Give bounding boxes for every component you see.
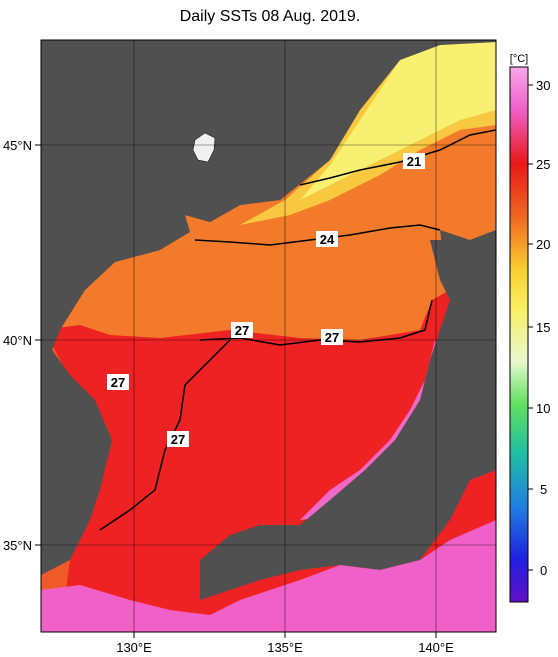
colorbar-label-10: 10 xyxy=(536,401,550,416)
contour-label-27-c: 27 xyxy=(107,374,129,390)
sea-light-yellow xyxy=(300,42,496,200)
korea-land xyxy=(41,200,190,575)
svg-text:24: 24 xyxy=(320,232,335,247)
sea-pink-south xyxy=(41,520,496,632)
lon-label-130: 130°E xyxy=(116,640,152,655)
colorbar-label-15: 15 xyxy=(536,320,550,335)
colorbar-label-0: 0 xyxy=(540,563,547,578)
colorbar-label-30: 30 xyxy=(536,78,550,93)
lat-label-40: 40°N xyxy=(3,333,32,348)
contour-label-24: 24 xyxy=(316,231,338,247)
graticule xyxy=(41,40,496,632)
svg-text:27: 27 xyxy=(111,375,125,390)
contour-label-27-b: 27 xyxy=(321,329,343,345)
axis-ticks xyxy=(35,144,437,638)
hokkaido-land xyxy=(440,230,496,330)
lon-label-135: 135°E xyxy=(267,640,303,655)
russia-land xyxy=(41,40,496,240)
contour-label-21: 21 xyxy=(403,153,425,169)
colorbar-label-5: 5 xyxy=(540,482,547,497)
colorbar xyxy=(509,66,529,603)
colorbar-label-20: 20 xyxy=(536,237,550,252)
japan-land xyxy=(200,230,496,600)
svg-text:27: 27 xyxy=(325,330,339,345)
svg-text:27: 27 xyxy=(235,323,249,338)
contour-21 xyxy=(299,129,496,186)
svg-text:27: 27 xyxy=(171,432,185,447)
map-frame xyxy=(40,39,497,633)
map-title: Daily SSTs 08 Aug. 2019. xyxy=(179,8,361,25)
contour-label-27-d: 27 xyxy=(167,431,189,447)
lake xyxy=(192,132,216,163)
colorbar-label-25: 25 xyxy=(536,157,550,172)
colorbar-unit: [°C] xyxy=(510,53,528,65)
svg-text:21: 21 xyxy=(407,154,421,169)
lat-label-45: 45°N xyxy=(3,138,32,153)
lat-label-35: 35°N xyxy=(3,538,32,553)
lon-label-140: 140°E xyxy=(418,640,454,655)
contour-label-27-a: 27 xyxy=(231,322,253,338)
colorbar-ticks xyxy=(528,84,533,571)
map-area: 21 24 27 27 27 27 xyxy=(41,40,496,632)
